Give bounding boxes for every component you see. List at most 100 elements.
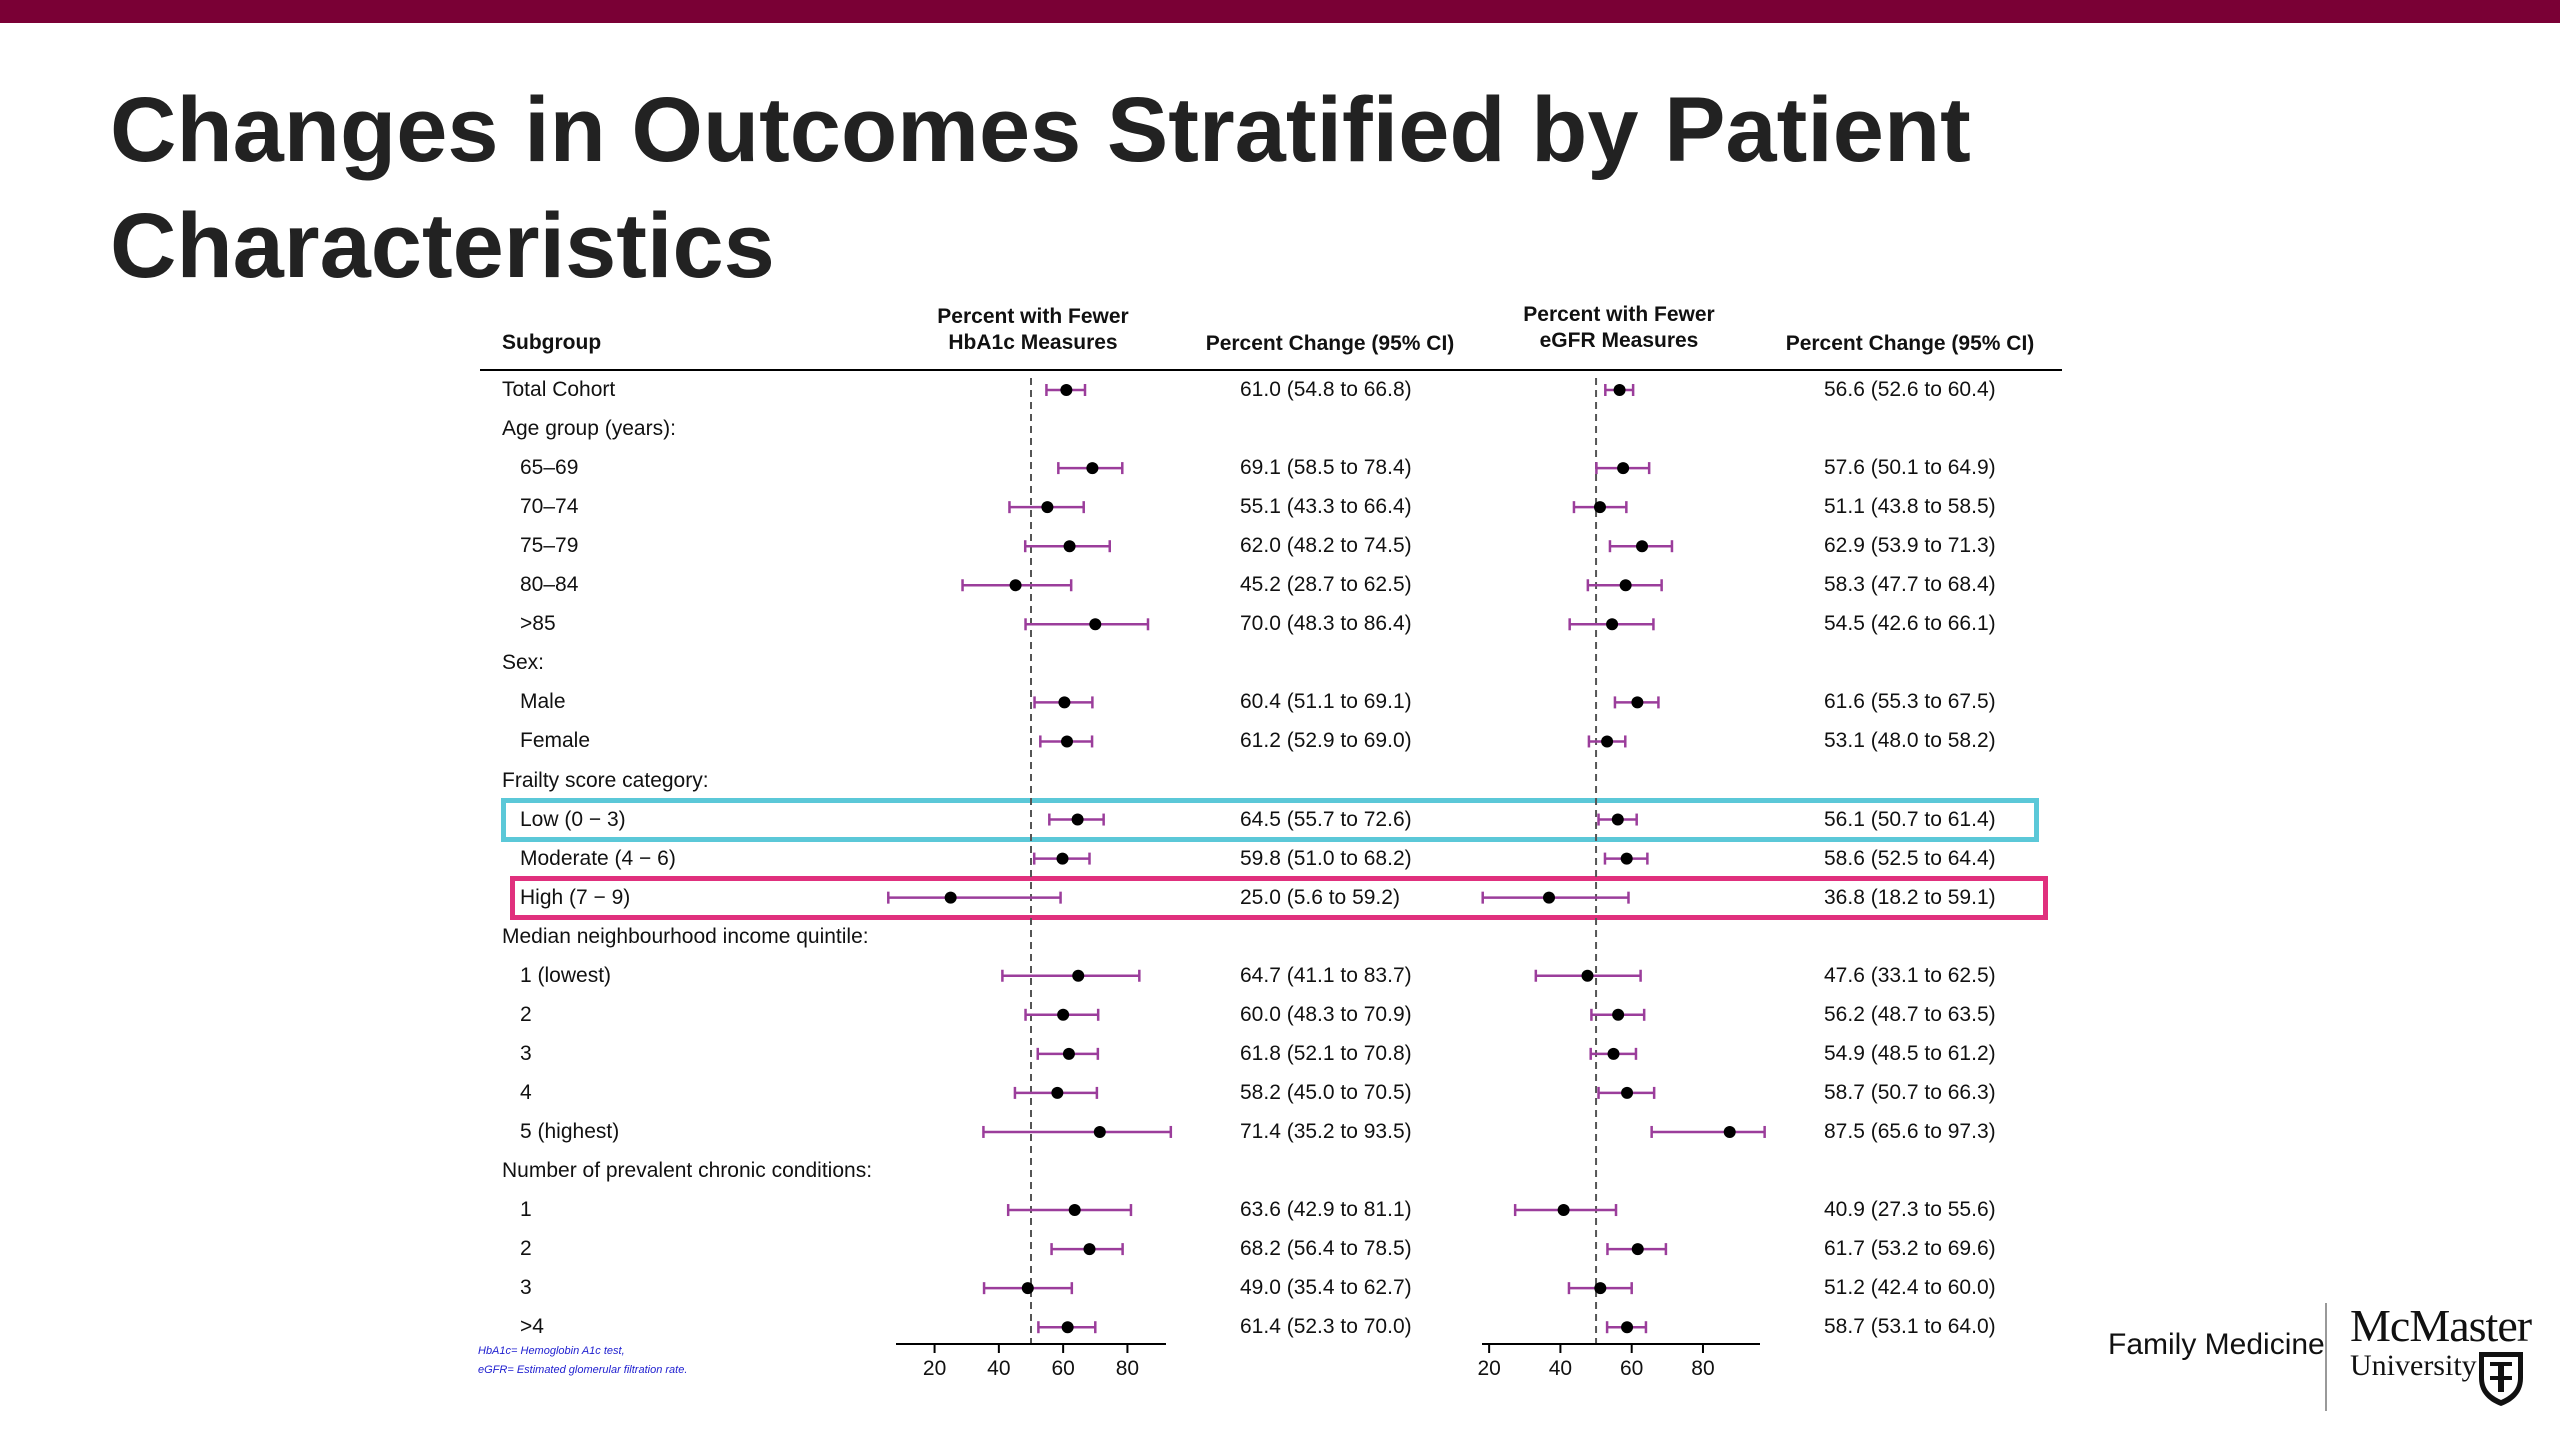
point-estimate-hba1c: [1021, 1282, 1034, 1295]
point-estimate-hba1c: [1009, 579, 1022, 592]
point-estimate-egfr: [1621, 1086, 1634, 1099]
header-egfr-panel: Percent with Fewer eGFR Measures: [1466, 302, 1772, 354]
highlight-box-low: [501, 797, 2039, 842]
header-hba1c-panel: Percent with Fewer HbA1c Measures: [880, 304, 1186, 356]
point-estimate-hba1c: [1061, 1321, 1074, 1334]
x-tick-label-egfr: 20: [1477, 1357, 1500, 1380]
estimate-egfr: 40.9 (27.3 to 55.6): [1824, 1198, 1996, 1222]
subgroup-label: 65–69: [520, 456, 579, 480]
crest-icon: [2479, 1352, 2523, 1406]
estimate-egfr: 51.2 (42.4 to 60.0): [1824, 1276, 1996, 1300]
point-estimate-egfr: [1631, 1243, 1644, 1256]
estimate-hba1c: 64.7 (41.1 to 83.7): [1240, 963, 1412, 987]
point-estimate-hba1c: [1072, 969, 1085, 982]
estimate-egfr: 56.6 (52.6 to 60.4): [1824, 378, 1996, 401]
point-estimate-hba1c: [1086, 462, 1099, 475]
estimate-egfr: 54.5 (42.6 to 66.1): [1824, 612, 1996, 636]
point-estimate-hba1c: [1058, 696, 1071, 709]
highlight-box-high: [510, 875, 2048, 920]
estimate-egfr: 62.9 (53.9 to 71.3): [1824, 534, 1996, 558]
point-estimate-egfr: [1636, 540, 1649, 553]
subgroup-header: Median neighbourhood income quintile:: [502, 924, 869, 948]
mcmaster-logo: McMaster University: [2350, 1300, 2532, 1382]
x-tick-label-egfr: 80: [1691, 1357, 1714, 1380]
point-estimate-hba1c: [1060, 384, 1073, 396]
point-estimate-egfr: [1606, 618, 1619, 631]
point-estimate-egfr: [1607, 1047, 1620, 1060]
x-tick-label-egfr: 60: [1620, 1357, 1643, 1380]
estimate-egfr: 61.7 (53.2 to 69.6): [1824, 1237, 1996, 1261]
mcmaster-university: University: [2350, 1349, 2477, 1382]
point-estimate-egfr: [1621, 1321, 1634, 1334]
estimate-egfr: 87.5 (65.6 to 97.3): [1824, 1119, 1996, 1143]
header-estimate-hba1c: Percent Change (95% CI): [1205, 332, 1455, 355]
subgroup-label: 80–84: [520, 573, 579, 597]
estimate-hba1c: 61.4 (52.3 to 70.0): [1240, 1315, 1412, 1339]
estimate-hba1c: 61.8 (52.1 to 70.8): [1240, 1041, 1412, 1065]
point-estimate-hba1c: [1068, 1204, 1081, 1217]
top-accent-bar: [0, 0, 2560, 23]
subgroup-label: 3: [520, 1041, 532, 1065]
estimate-hba1c: 55.1 (43.3 to 66.4): [1240, 495, 1412, 519]
estimate-egfr: 58.7 (50.7 to 66.3): [1824, 1080, 1996, 1104]
point-estimate-egfr: [1620, 852, 1633, 865]
subgroup-label: Female: [520, 729, 591, 753]
subgroup-header: Sex:: [502, 651, 545, 675]
subgroup-label: >85: [520, 612, 556, 636]
mcmaster-name: McMaster: [2350, 1300, 2532, 1351]
point-estimate-hba1c: [1051, 1086, 1064, 1099]
subgroup-label: 1 (lowest): [520, 963, 612, 987]
subgroup-label: 75–79: [520, 534, 579, 558]
subgroup-label: 3: [520, 1276, 532, 1300]
family-medicine-label: Family Medicine: [2108, 1328, 2325, 1361]
estimate-egfr: 61.6 (55.3 to 67.5): [1824, 690, 1996, 714]
estimate-hba1c: 62.0 (48.2 to 74.5): [1240, 534, 1412, 558]
estimate-hba1c: 61.0 (54.8 to 66.8): [1240, 378, 1412, 401]
subgroup-label: 2: [520, 1002, 532, 1026]
x-tick-label-hba1c: 60: [1051, 1357, 1074, 1380]
header-subgroup: Subgroup: [502, 331, 602, 354]
point-estimate-hba1c: [1057, 1008, 1070, 1021]
point-estimate-hba1c: [1062, 1047, 1075, 1060]
point-estimate-egfr: [1543, 891, 1556, 904]
estimate-hba1c: 58.2 (45.0 to 70.5): [1240, 1080, 1412, 1104]
estimate-hba1c: 69.1 (58.5 to 78.4): [1240, 456, 1412, 480]
point-estimate-egfr: [1617, 462, 1630, 475]
estimate-hba1c: 71.4 (35.2 to 93.5): [1240, 1119, 1412, 1143]
estimate-egfr: 56.1 (50.7 to 61.4): [1824, 807, 1996, 831]
subgroup-header: Number of prevalent chronic conditions:: [502, 1159, 873, 1182]
subgroup-header: Age group (years):: [502, 417, 676, 441]
point-estimate-egfr: [1581, 969, 1594, 982]
header-estimate-egfr: Percent Change (95% CI): [1785, 332, 2035, 355]
subgroup-label: Total Cohort: [502, 378, 616, 401]
estimate-egfr: 58.3 (47.7 to 68.4): [1824, 573, 1996, 597]
estimate-hba1c: 45.2 (28.7 to 62.5): [1240, 573, 1412, 597]
point-estimate-hba1c: [1071, 813, 1084, 826]
subgroup-label: >4: [520, 1315, 544, 1339]
estimate-hba1c: 49.0 (35.4 to 62.7): [1240, 1276, 1412, 1300]
point-estimate-egfr: [1594, 1282, 1607, 1295]
point-estimate-egfr: [1723, 1125, 1736, 1138]
point-estimate-egfr: [1611, 813, 1624, 826]
header-hba1c-line2: HbA1c Measures: [948, 331, 1118, 354]
point-estimate-egfr: [1631, 696, 1644, 709]
footnote-egfr: eGFR= Estimated glomerular filtration ra…: [478, 1364, 688, 1376]
point-estimate-egfr: [1612, 1008, 1625, 1021]
brand-divider: [2325, 1303, 2327, 1411]
subgroup-label: Male: [520, 690, 566, 714]
header-rule: [480, 369, 2062, 371]
header-egfr-line1: Percent with Fewer: [1523, 303, 1715, 326]
estimate-hba1c: 68.2 (56.4 to 78.5): [1240, 1237, 1412, 1261]
point-estimate-hba1c: [944, 891, 957, 904]
subgroup-header: Frailty score category:: [502, 768, 709, 792]
estimate-egfr: 57.6 (50.1 to 64.9): [1824, 456, 1996, 480]
footnote-hba1c: HbA1c= Hemoglobin A1c test,: [478, 1345, 625, 1357]
estimate-hba1c: 60.4 (51.1 to 69.1): [1240, 690, 1412, 714]
point-estimate-hba1c: [1093, 1125, 1106, 1138]
estimate-egfr: 47.6 (33.1 to 62.5): [1824, 963, 1996, 987]
x-tick-label-hba1c: 40: [987, 1357, 1010, 1380]
point-estimate-egfr: [1557, 1204, 1570, 1217]
subgroup-label: 5 (highest): [520, 1119, 620, 1143]
estimate-egfr: 56.2 (48.7 to 63.5): [1824, 1002, 1996, 1026]
